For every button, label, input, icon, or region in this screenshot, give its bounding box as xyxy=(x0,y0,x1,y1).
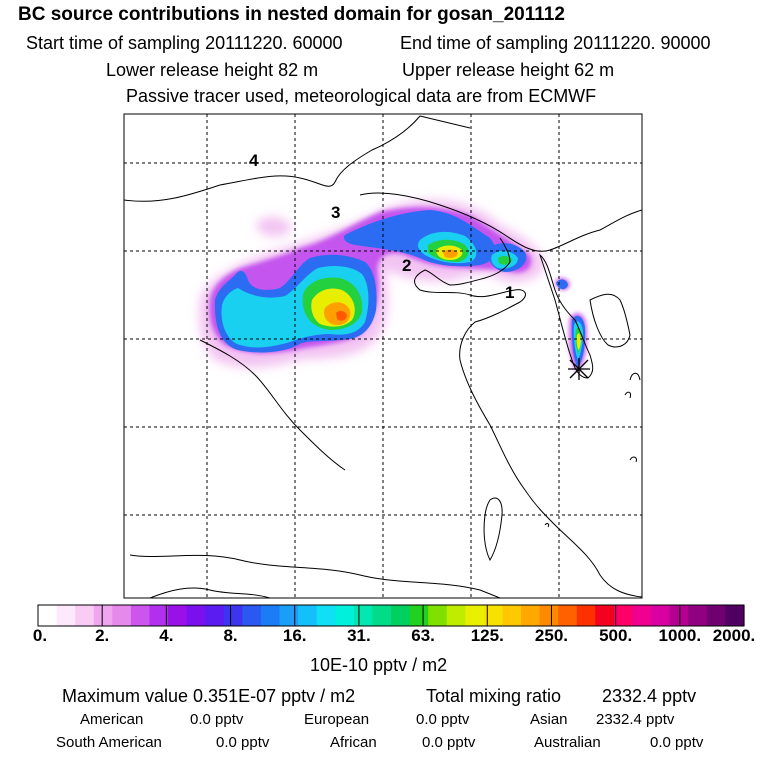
contribution-african-value: 0.0 pptv xyxy=(422,734,476,751)
colorbar-cell xyxy=(651,605,671,626)
region-label-3: 3 xyxy=(331,203,340,222)
plume-red xyxy=(336,310,347,321)
contribution-african-label: African xyxy=(330,734,377,751)
total-mixing-ratio-value: 2332.4 pptv xyxy=(602,686,697,706)
colorbar-cell xyxy=(613,605,634,626)
lower-release-label: Lower release height 82 m xyxy=(106,60,319,80)
colorbar-cell xyxy=(149,605,169,626)
colorbar-cell xyxy=(223,605,243,626)
colorbar-tick-label: 2. xyxy=(95,626,110,645)
colorbar-tick-label: 4. xyxy=(159,626,174,645)
coastlines xyxy=(124,115,642,598)
colorbar-cell xyxy=(669,605,689,626)
map-plot: 4 3 2 1 xyxy=(123,113,643,599)
colorbar-cell xyxy=(483,605,504,626)
colorbar-cell xyxy=(372,605,392,626)
contribution-australian-value: 0.0 pptv xyxy=(650,734,704,751)
region-label-2: 2 xyxy=(402,256,411,275)
colorbar-cell xyxy=(576,605,596,626)
colorbar xyxy=(37,604,745,627)
colorbar-tick-label: 16. xyxy=(282,626,307,645)
colorbar-cell xyxy=(186,605,206,626)
colorbar-cell xyxy=(335,605,355,626)
colorbar-tick-label: 2000. xyxy=(712,626,756,645)
colorbar-cell xyxy=(706,605,727,626)
contribution-european-value: 0.0 pptv xyxy=(416,711,470,728)
colorbar-cell xyxy=(298,605,318,626)
colorbar-tick-label: 125. xyxy=(470,626,504,645)
contribution-american-value: 0.0 pptv xyxy=(190,711,244,728)
colorbar-unit-label: 10E-10 pptv / m2 xyxy=(310,655,448,675)
colorbar-cell xyxy=(316,605,336,626)
colorbar-cell xyxy=(632,605,652,626)
colorbar-cell xyxy=(38,605,58,626)
colorbar-cell xyxy=(688,605,708,626)
tracer-note: Passive tracer used, meteorological data… xyxy=(126,86,597,106)
colorbar-cell xyxy=(725,605,745,626)
colorbar-cell xyxy=(521,605,541,626)
colorbar-tick-label: 1000. xyxy=(658,626,702,645)
region-label-1: 1 xyxy=(505,283,514,302)
contribution-asian-label: Asian xyxy=(530,711,568,728)
colorbar-cell xyxy=(260,605,281,626)
colorbar-tick-label: 500. xyxy=(599,626,633,645)
contribution-american-label: American xyxy=(80,711,144,728)
colorbar-tick-label: 31. xyxy=(347,626,371,645)
region-label-4: 4 xyxy=(249,151,259,170)
colorbar-cell xyxy=(428,605,448,626)
colorbar-cell xyxy=(502,605,522,626)
upper-release-label: Upper release height 62 m xyxy=(402,60,615,80)
contribution-australian-label: Australian xyxy=(534,734,601,751)
colorbar-cell xyxy=(539,605,559,626)
start-time-label: Start time of sampling 20111220. 60000 xyxy=(26,33,343,53)
chart-title: BC source contributions in nested domain… xyxy=(18,4,565,25)
receptor-marker xyxy=(568,358,590,380)
colorbar-cell xyxy=(75,605,95,626)
colorbar-cell xyxy=(56,605,76,626)
colorbar-cell xyxy=(279,605,299,626)
total-mixing-ratio-label: Total mixing ratio xyxy=(426,686,562,706)
colorbar-tick-label: 250. xyxy=(534,626,568,645)
colorbar-tick-label: 63. xyxy=(411,626,435,645)
contribution-european-label: European xyxy=(304,711,370,728)
colorbar-cell xyxy=(446,605,466,626)
colorbar-cell xyxy=(168,605,188,626)
maximum-value-label: Maximum value 0.351E-07 pptv / m2 xyxy=(62,686,356,706)
colorbar-cell xyxy=(130,605,151,626)
colorbar-cell xyxy=(465,605,485,626)
colorbar-cell xyxy=(93,605,113,626)
end-time-label: End time of sampling 20111220. 90000 xyxy=(400,33,711,53)
colorbar-cell xyxy=(112,605,132,626)
colorbar-cell xyxy=(409,605,429,626)
contribution-south-american-value: 0.0 pptv xyxy=(216,734,270,751)
contribution-asian-value: 2332.4 pptv xyxy=(596,711,675,728)
graticule xyxy=(124,114,642,598)
colorbar-cell xyxy=(242,605,262,626)
colorbar-tick-label: 0. xyxy=(32,626,48,645)
colorbar-tick-label: 8. xyxy=(223,626,238,645)
colorbar-cell xyxy=(353,605,374,626)
map-frame xyxy=(123,113,643,599)
colorbar-cell xyxy=(595,605,615,626)
colorbar-cell xyxy=(391,605,411,626)
colorbar-cell xyxy=(558,605,578,626)
colorbar-cell xyxy=(205,605,225,626)
contribution-south-american-label: South American xyxy=(56,734,162,751)
